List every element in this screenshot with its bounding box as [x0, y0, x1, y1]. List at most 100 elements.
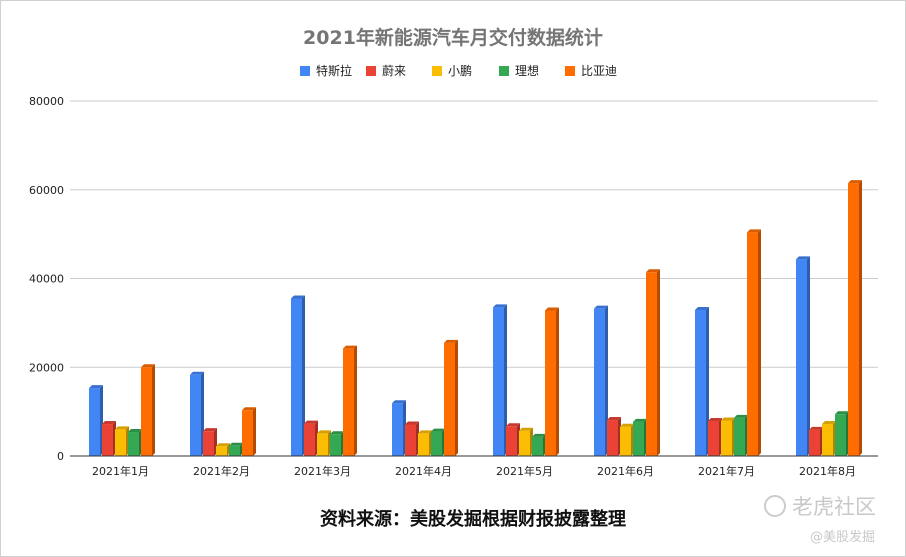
bar-top [330, 431, 344, 435]
bar-front [242, 410, 253, 456]
bar-front [848, 183, 859, 456]
bar-比亚迪-2021年3月 [343, 345, 357, 456]
bar-front [493, 307, 504, 456]
legend-item: 蔚来 [366, 64, 406, 78]
bar-front [532, 436, 543, 456]
bar-top [633, 418, 647, 422]
bar-side [807, 256, 810, 456]
bar-front [506, 426, 517, 456]
watermark-handle: @美股发掘 [810, 529, 875, 545]
bar-top [835, 411, 849, 415]
legend-item: 特斯拉 [300, 63, 352, 78]
bar-蔚来-2021年8月 [809, 426, 823, 456]
bars [89, 180, 862, 456]
x-tick-label: 2021年8月 [799, 464, 856, 478]
y-tick-label: 80000 [29, 95, 64, 108]
bar-蔚来-2021年4月 [405, 421, 419, 456]
bar-top [141, 364, 155, 368]
bar-比亚迪-2021年5月 [545, 307, 559, 456]
legend-label: 比亚迪 [581, 64, 617, 78]
legend-label: 理想 [515, 63, 539, 78]
bar-top [545, 307, 559, 311]
bar-front [128, 432, 139, 456]
bar-top [190, 371, 204, 375]
bar-front [835, 414, 846, 456]
legend-item: 小鹏 [432, 64, 472, 78]
bar-side [455, 339, 458, 456]
bar-蔚来-2021年3月 [304, 420, 318, 456]
bar-top [343, 345, 357, 349]
bar-front [545, 310, 556, 456]
bar-top [89, 385, 103, 389]
bar-front [607, 420, 618, 456]
legend-swatch [366, 66, 376, 76]
x-axis-ticks: 2021年1月 2021年2月 2021年3月 2021年4月 2021年5月 2021年… [92, 464, 856, 478]
bar-front [291, 298, 302, 456]
x-tick-label: 2021年3月 [294, 464, 351, 478]
bar-side [605, 305, 608, 456]
bar-top [532, 433, 546, 437]
bar-front [405, 424, 416, 456]
bar-front [216, 446, 227, 456]
y-tick-label: 40000 [29, 273, 64, 286]
bar-top [102, 421, 116, 425]
bar-top [444, 339, 458, 343]
bar-front [633, 421, 644, 456]
x-tick-label: 2021年1月 [92, 464, 149, 478]
bar-特斯拉-2021年4月 [392, 400, 406, 456]
bar-蔚来-2021年2月 [203, 428, 217, 456]
x-tick-label: 2021年5月 [496, 464, 553, 478]
bar-小鹏-2021年3月 [317, 430, 331, 456]
bar-side [354, 345, 357, 456]
bar-front [708, 420, 719, 456]
bar-side [859, 180, 862, 456]
chart-title: 2021年新能源汽车月交付数据统计 [303, 26, 603, 49]
y-tick-label: 60000 [29, 184, 64, 197]
bar-front [796, 259, 807, 456]
bar-top [607, 417, 621, 421]
bar-front [304, 423, 315, 456]
bar-top [506, 423, 520, 427]
legend-swatch [565, 66, 575, 76]
y-tick-label: 0 [57, 450, 64, 463]
legend-label: 特斯拉 [316, 63, 352, 78]
bar-side [758, 229, 761, 456]
x-tick-label: 2021年6月 [597, 464, 654, 478]
bar-小鹏-2021年6月 [620, 423, 634, 456]
bar-top [242, 407, 256, 411]
x-tick-label: 2021年2月 [193, 464, 250, 478]
bar-front [418, 433, 429, 456]
bar-top [493, 304, 507, 308]
legend-swatch [432, 66, 442, 76]
bar-小鹏-2021年8月 [822, 421, 836, 456]
bar-小鹏-2021年7月 [721, 417, 735, 456]
bar-特斯拉-2021年5月 [493, 304, 507, 456]
bar-front [431, 431, 442, 456]
bar-理想-2021年4月 [431, 428, 445, 456]
bar-front [229, 445, 240, 456]
bar-小鹏-2021年5月 [519, 427, 533, 456]
source-note: 资料来源：美股发掘根据财报披露整理 [320, 508, 626, 530]
bar-front [620, 426, 631, 456]
bar-比亚迪-2021年8月 [848, 180, 862, 456]
bar-特斯拉-2021年3月 [291, 295, 305, 456]
bar-蔚来-2021年6月 [607, 417, 621, 456]
bar-top [796, 256, 810, 260]
bar-蔚来-2021年5月 [506, 423, 520, 456]
bar-top [519, 427, 533, 431]
bar-top [747, 229, 761, 233]
bar-top [304, 420, 318, 424]
bar-front [747, 232, 758, 456]
bar-比亚迪-2021年4月 [444, 339, 458, 456]
watermark-brand: 老虎社区 [792, 495, 876, 519]
bar-side [706, 307, 709, 456]
bar-top [128, 429, 142, 433]
bar-side [302, 295, 305, 456]
bar-比亚迪-2021年1月 [141, 364, 155, 456]
bar-front [594, 308, 605, 456]
bar-side [657, 269, 660, 456]
bar-理想-2021年5月 [532, 433, 546, 456]
bar-front [392, 403, 403, 456]
bar-蔚来-2021年1月 [102, 421, 116, 456]
bar-小鹏-2021年2月 [216, 443, 230, 456]
